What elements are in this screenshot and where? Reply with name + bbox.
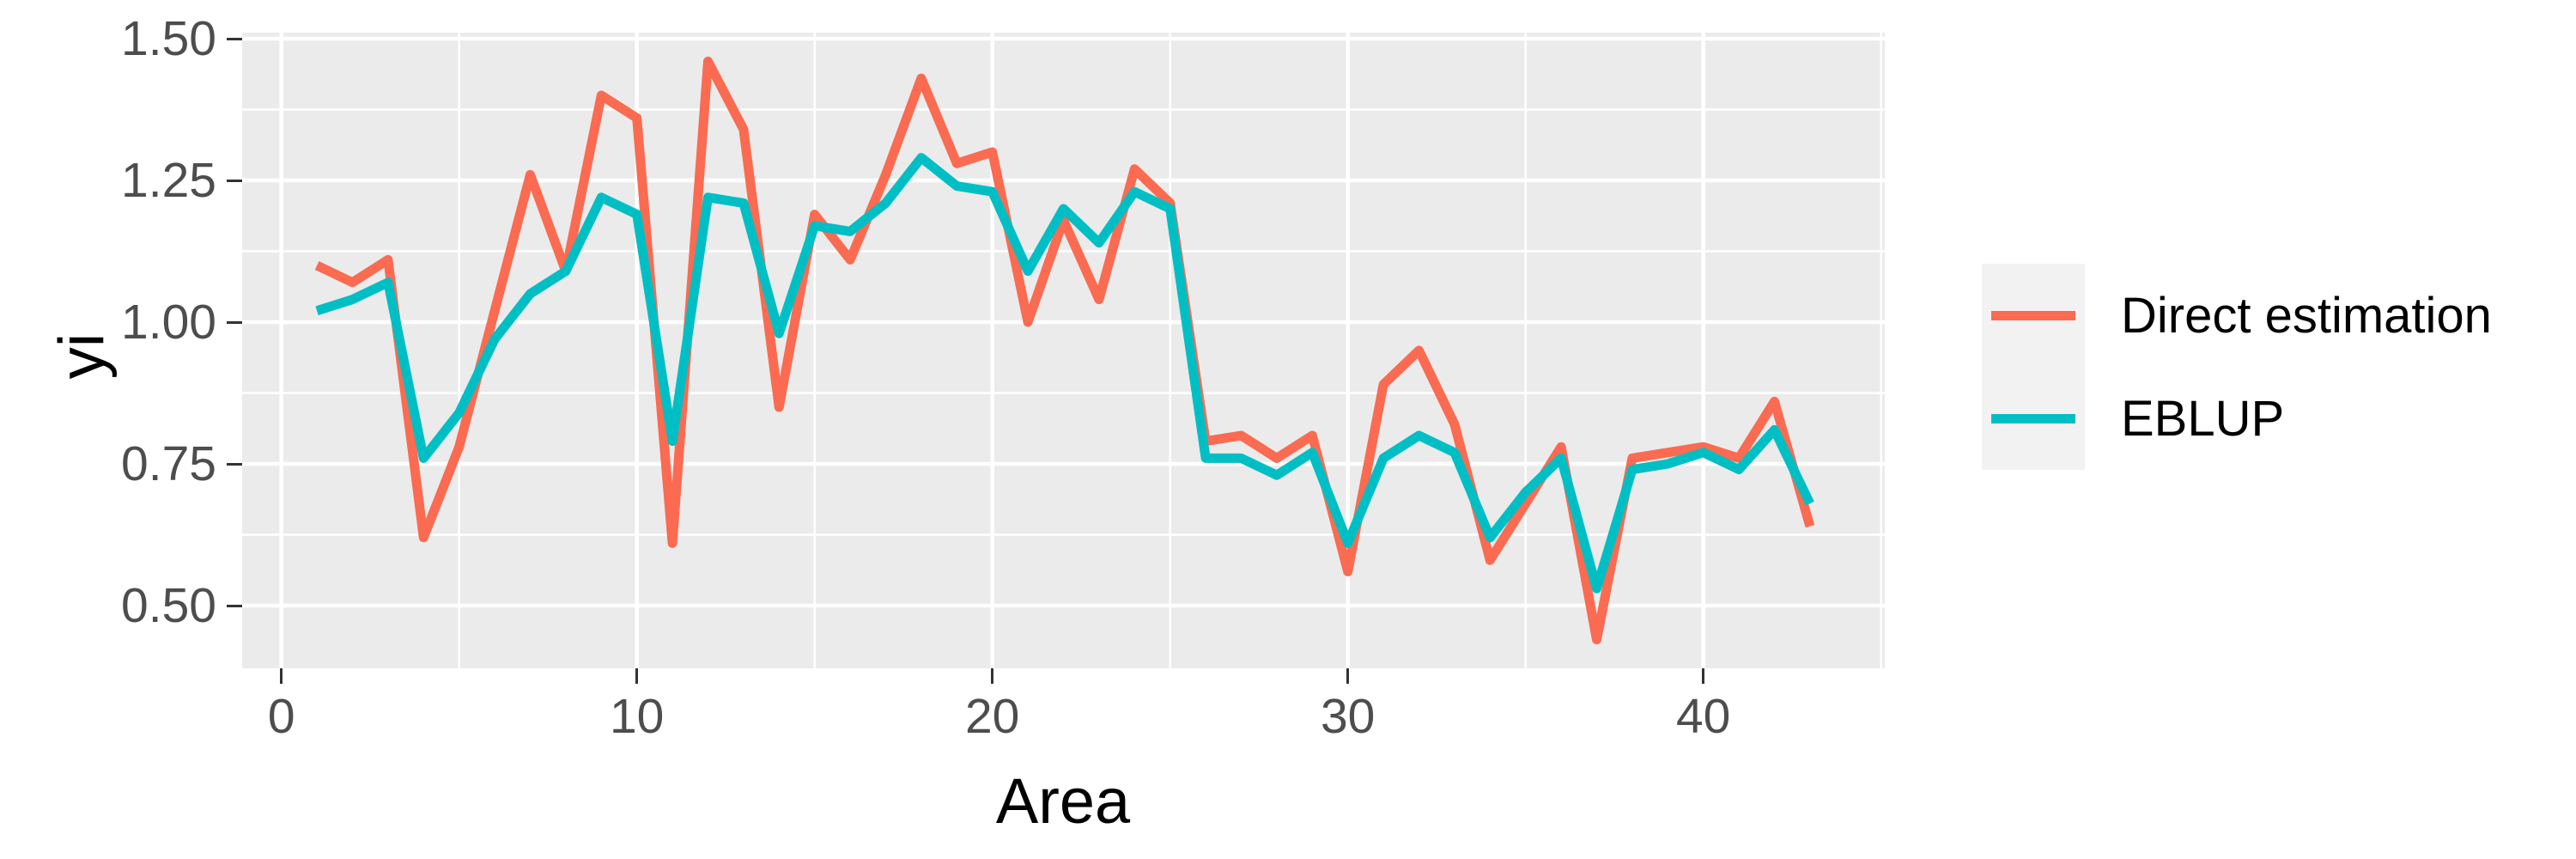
legend-line-swatch-direct-estimation (1991, 311, 2075, 320)
x-tick-label: 30 (1320, 689, 1376, 744)
y-tick-label: 1.00 (121, 295, 216, 350)
y-tick (227, 37, 242, 40)
y-tick-label: 0.75 (121, 436, 216, 491)
legend: Direct estimation EBLUP (1982, 264, 2492, 470)
x-tick (280, 668, 283, 684)
x-tick-label: 10 (609, 689, 665, 744)
legend-key-eblup: EBLUP (1982, 367, 2284, 470)
x-tick (1702, 668, 1705, 684)
x-axis-title: Area (995, 765, 1131, 837)
x-tick-label: 40 (1675, 689, 1731, 744)
y-tick (227, 462, 242, 466)
x-tick (991, 668, 994, 684)
x-tick-label: 0 (267, 689, 295, 744)
legend-label-eblup: EBLUP (2121, 390, 2285, 447)
legend-label-direct-estimation: Direct estimation (2121, 287, 2492, 344)
eblup-line (315, 153, 1814, 594)
plot-panel (242, 33, 1885, 668)
y-tick (227, 604, 242, 607)
y-tick (227, 179, 242, 182)
x-tick-label: 20 (964, 689, 1020, 744)
plot-area (242, 33, 1885, 668)
x-tick (635, 668, 639, 684)
y-tick-label: 1.50 (121, 11, 216, 66)
legend-line-swatch-eblup (1991, 414, 2075, 423)
y-tick (227, 320, 242, 324)
y-axis-title: yi (46, 332, 118, 380)
x-tick (1346, 668, 1350, 684)
y-tick-label: 0.50 (121, 578, 216, 633)
legend-key-direct-estimation: Direct estimation (1982, 264, 2492, 367)
y-tick-label: 1.25 (121, 153, 216, 208)
